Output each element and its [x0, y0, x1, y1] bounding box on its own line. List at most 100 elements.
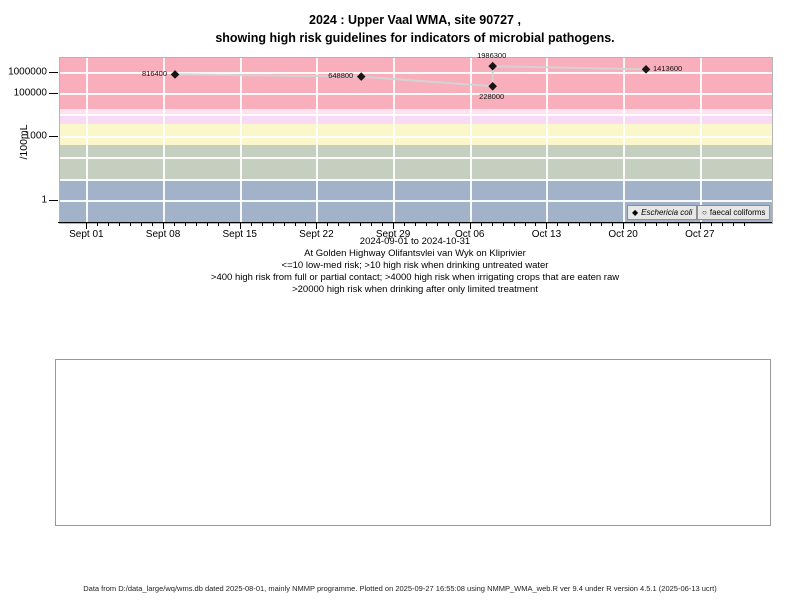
- x-axis-tick: [141, 223, 143, 226]
- x-axis-tick: [349, 223, 351, 226]
- x-axis-tick: [360, 223, 362, 226]
- x-axis-tick: [152, 223, 154, 226]
- caption-risk-line1: <=10 low-med risk; >10 high risk when dr…: [281, 260, 549, 271]
- data-point-label: 648800: [328, 71, 354, 81]
- risk-band: [60, 115, 772, 124]
- data-point-marker: [488, 81, 497, 91]
- caption-risk-line3: >20000 high risk when drinking after onl…: [292, 284, 538, 295]
- x-axis-tick: [228, 223, 230, 226]
- x-axis-tick: [393, 223, 395, 229]
- x-axis-tick: [119, 223, 121, 226]
- risk-band: [60, 123, 772, 146]
- x-axis-tick: [469, 223, 471, 229]
- x-axis-tick: [546, 223, 548, 229]
- gridline-vertical: [86, 58, 89, 223]
- data-point-marker: [356, 72, 366, 81]
- gridline-horizontal: [60, 92, 772, 95]
- risk-band: [60, 145, 772, 180]
- gridline-horizontal: [60, 199, 772, 202]
- data-series-layer: [170, 61, 651, 91]
- x-axis-tick-label: Oct 20: [608, 229, 638, 240]
- y-axis-tick: [49, 199, 58, 201]
- y-axis-tick-label: 1000: [24, 130, 47, 142]
- x-axis-tick: [688, 223, 690, 226]
- gridline-vertical: [239, 58, 242, 223]
- x-axis-tick: [86, 223, 88, 229]
- x-axis-tick: [425, 223, 427, 226]
- x-axis-tick: [623, 223, 625, 229]
- x-axis-tick: [590, 223, 592, 226]
- x-axis-tick: [195, 223, 197, 226]
- x-axis-tick-label: Oct 13: [531, 229, 562, 240]
- x-axis-line: [58, 222, 772, 223]
- y-axis-tick-label: 100000: [13, 87, 47, 99]
- x-axis-tick-label: Sept 08: [145, 229, 181, 240]
- x-axis-tick: [174, 223, 175, 226]
- x-axis-tick: [261, 223, 263, 226]
- x-axis-tick: [612, 223, 614, 226]
- legend-label-faecal: faecal coliforms: [709, 208, 766, 217]
- x-axis-tick: [513, 223, 515, 226]
- x-axis-tick: [108, 223, 110, 226]
- x-axis-tick: [217, 223, 219, 226]
- x-axis-tick: [305, 223, 307, 226]
- x-axis-tick: [163, 223, 165, 229]
- x-axis-tick: [458, 223, 460, 226]
- x-axis-tick: [250, 223, 252, 226]
- filled-diamond-icon: ◆: [632, 207, 639, 217]
- x-axis-tick: [524, 223, 526, 226]
- risk-band: [60, 108, 772, 116]
- data-point-label: 228000: [479, 92, 505, 102]
- x-axis-tick: [677, 223, 679, 226]
- caption-risk-line2: >400 high risk from full or partial cont…: [210, 272, 620, 283]
- data-point-marker: [641, 65, 651, 74]
- x-axis-tick: [239, 223, 241, 229]
- axes-layer: ◆ Eschericia coli ○ faecal coliforms 816…: [8, 51, 772, 240]
- x-axis-tick: [666, 223, 668, 226]
- x-axis-tick: [294, 223, 296, 226]
- caption-date-range: 2024-09-01 to 2024-10-31: [359, 236, 471, 247]
- y-axis-tick-label: 1000000: [8, 66, 47, 78]
- x-axis-tick: [130, 223, 132, 226]
- legend-label-escherichia: Eschericia coli: [641, 208, 693, 217]
- gridline-horizontal: [60, 71, 772, 74]
- x-axis-tick: [568, 223, 570, 226]
- x-axis-tick: [382, 223, 384, 226]
- gridline-vertical: [393, 58, 396, 223]
- x-axis-tick: [371, 223, 373, 226]
- x-axis-tick: [184, 223, 186, 226]
- open-circle-icon: ○: [702, 207, 707, 217]
- legend-faecal-coliforms: ○ faecal coliforms: [697, 205, 771, 220]
- x-axis-tick: [480, 223, 482, 226]
- x-axis-tick: [557, 223, 559, 226]
- x-axis-tick: [634, 223, 636, 226]
- x-axis-tick: [655, 223, 657, 226]
- x-axis-tick: [502, 223, 504, 226]
- x-axis-tick: [699, 223, 701, 229]
- x-axis-tick-label: Sept 22: [299, 229, 334, 240]
- gridline-horizontal: [60, 114, 772, 117]
- data-point-label: 816400: [141, 68, 168, 78]
- gridline-horizontal: [60, 135, 772, 138]
- chart-title-line2: showing high risk guidelines for indicat…: [215, 31, 615, 45]
- y-axis-tick-label: 1: [41, 194, 47, 206]
- gridline-vertical: [316, 58, 319, 223]
- y-axis-tick: [49, 92, 58, 94]
- gridline-vertical: [469, 58, 472, 223]
- x-axis-tick: [601, 223, 603, 226]
- x-axis-tick: [97, 223, 99, 226]
- x-axis-tick: [710, 223, 712, 226]
- y-axis-tick: [49, 71, 58, 73]
- x-axis-tick: [732, 223, 734, 226]
- x-axis-tick: [721, 223, 723, 226]
- y-axis-tick: [49, 135, 58, 137]
- x-axis-tick: [206, 223, 208, 226]
- gridline-vertical: [699, 58, 702, 223]
- data-point-marker: [170, 70, 180, 79]
- x-axis-tick-label: Oct 06: [455, 229, 485, 240]
- x-axis-tick: [579, 223, 581, 226]
- data-point-marker: [488, 61, 497, 71]
- risk-band: [60, 58, 772, 109]
- footer-text: Data from D:/data_large/wq/wms.db dated …: [83, 584, 717, 593]
